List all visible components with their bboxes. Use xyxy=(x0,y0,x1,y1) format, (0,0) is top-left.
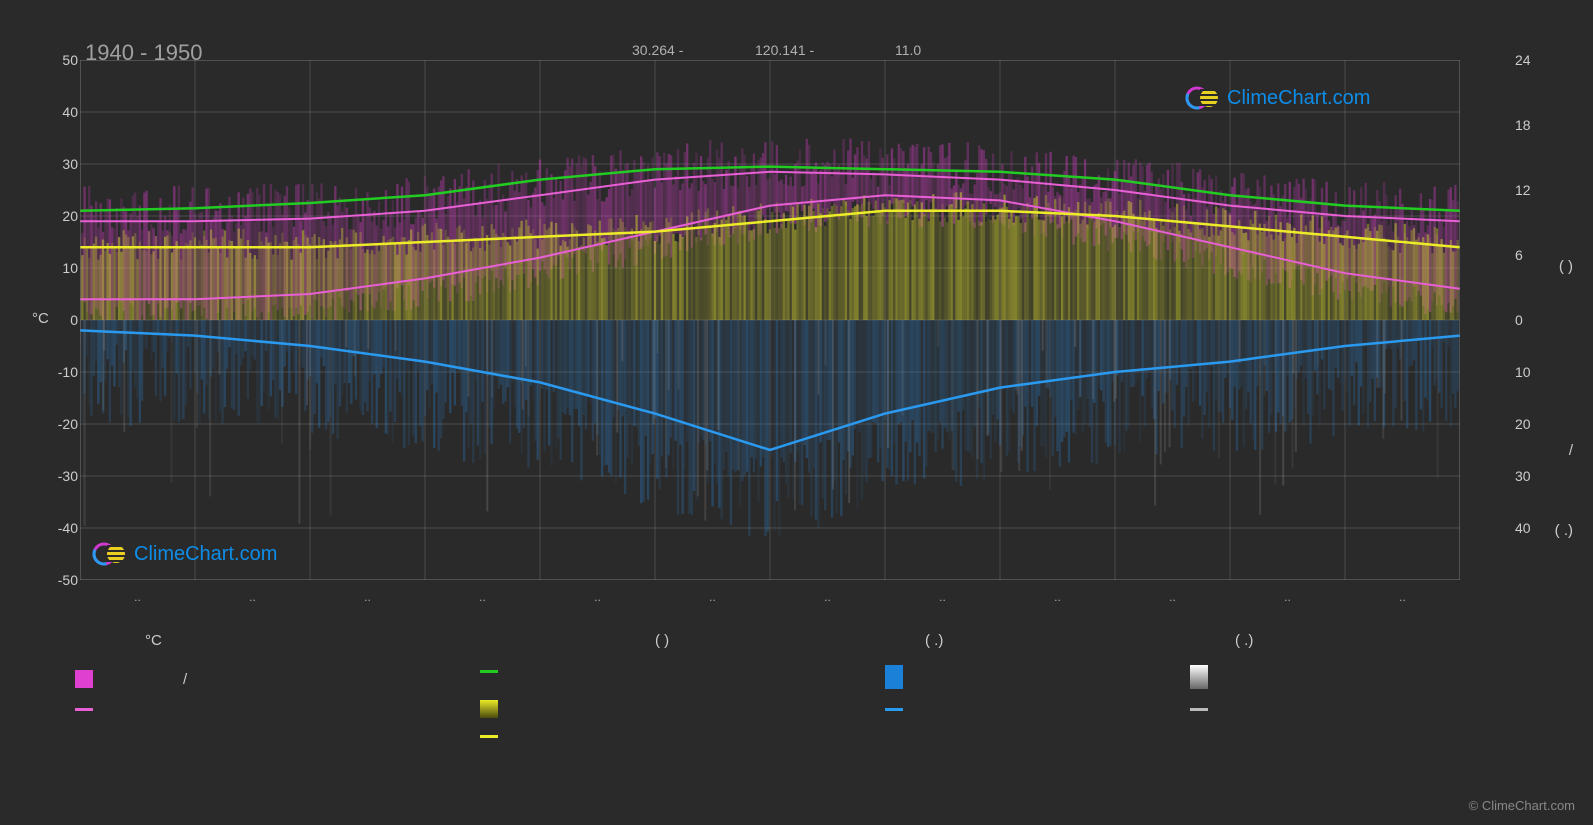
x-tick: .. xyxy=(1284,590,1291,604)
x-tick: .. xyxy=(479,590,486,604)
y-left-tick: 0 xyxy=(48,312,78,328)
x-tick: .. xyxy=(249,590,256,604)
legend-header-col3: ( .) xyxy=(925,632,943,649)
x-tick: .. xyxy=(1399,590,1406,604)
y-right-sym-1: / xyxy=(1569,442,1573,459)
y-right-tick: 30 xyxy=(1515,468,1545,484)
legend-magenta-box: / xyxy=(75,670,187,688)
brand-watermark-bottom: ClimeChart.com xyxy=(92,536,277,572)
x-tick: .. xyxy=(594,590,601,604)
y-left-tick: -20 xyxy=(48,416,78,432)
y-right-tick: 18 xyxy=(1515,117,1545,133)
y-left-tick: 40 xyxy=(48,104,78,120)
x-tick: .. xyxy=(364,590,371,604)
header-longitude: 120.141 - xyxy=(755,42,814,58)
x-tick: .. xyxy=(1054,590,1061,604)
y-left-tick: 10 xyxy=(48,260,78,276)
y-right-tick: 40 xyxy=(1515,520,1545,536)
header-elevation: 11.0 xyxy=(895,42,921,58)
legend-magenta-line xyxy=(75,708,103,711)
legend-yellow-box xyxy=(480,700,508,718)
y-right-tick: 6 xyxy=(1515,247,1545,263)
x-tick: .. xyxy=(1169,590,1176,604)
copyright-text: © ClimeChart.com xyxy=(1469,798,1575,813)
x-tick: .. xyxy=(709,590,716,604)
y-left-tick: 20 xyxy=(48,208,78,224)
x-tick: .. xyxy=(134,590,141,604)
legend-green-line xyxy=(480,670,508,673)
y-right-tick: 12 xyxy=(1515,182,1545,198)
legend-header-col2: ( ) xyxy=(655,632,669,649)
y-left-tick: -50 xyxy=(48,572,78,588)
header-latitude: 30.264 - xyxy=(632,42,683,58)
y-left-tick: -40 xyxy=(48,520,78,536)
legend-header-temp: °C xyxy=(145,632,162,649)
x-tick: .. xyxy=(824,590,831,604)
x-tick: .. xyxy=(939,590,946,604)
legend-yellow-line xyxy=(480,735,508,738)
brand-text: ClimeChart.com xyxy=(1227,87,1370,110)
legend-blue-box xyxy=(885,665,913,689)
y-right-tick: 10 xyxy=(1515,364,1545,380)
y-axis-left-label: °C xyxy=(32,310,49,327)
legend-blue-line xyxy=(885,708,913,711)
y-right-tick: 20 xyxy=(1515,416,1545,432)
legend-header-col4: ( .) xyxy=(1235,632,1253,649)
y-right-sym-2: ( .) xyxy=(1555,522,1573,539)
legend-grey-line xyxy=(1190,708,1218,711)
y-right-tick: 0 xyxy=(1515,312,1545,328)
y-left-tick: -30 xyxy=(48,468,78,484)
y-right-sym-0: ( ) xyxy=(1559,258,1573,275)
y-left-tick: 50 xyxy=(48,52,78,68)
brand-logo-icon xyxy=(92,536,128,572)
climate-chart xyxy=(80,60,1460,580)
y-left-tick: -10 xyxy=(48,364,78,380)
brand-text: ClimeChart.com xyxy=(134,543,277,566)
y-left-tick: 30 xyxy=(48,156,78,172)
y-right-tick: 24 xyxy=(1515,52,1545,68)
legend-white-box xyxy=(1190,665,1218,689)
brand-logo-icon xyxy=(1185,80,1221,116)
brand-watermark-top: ClimeChart.com xyxy=(1185,80,1370,116)
